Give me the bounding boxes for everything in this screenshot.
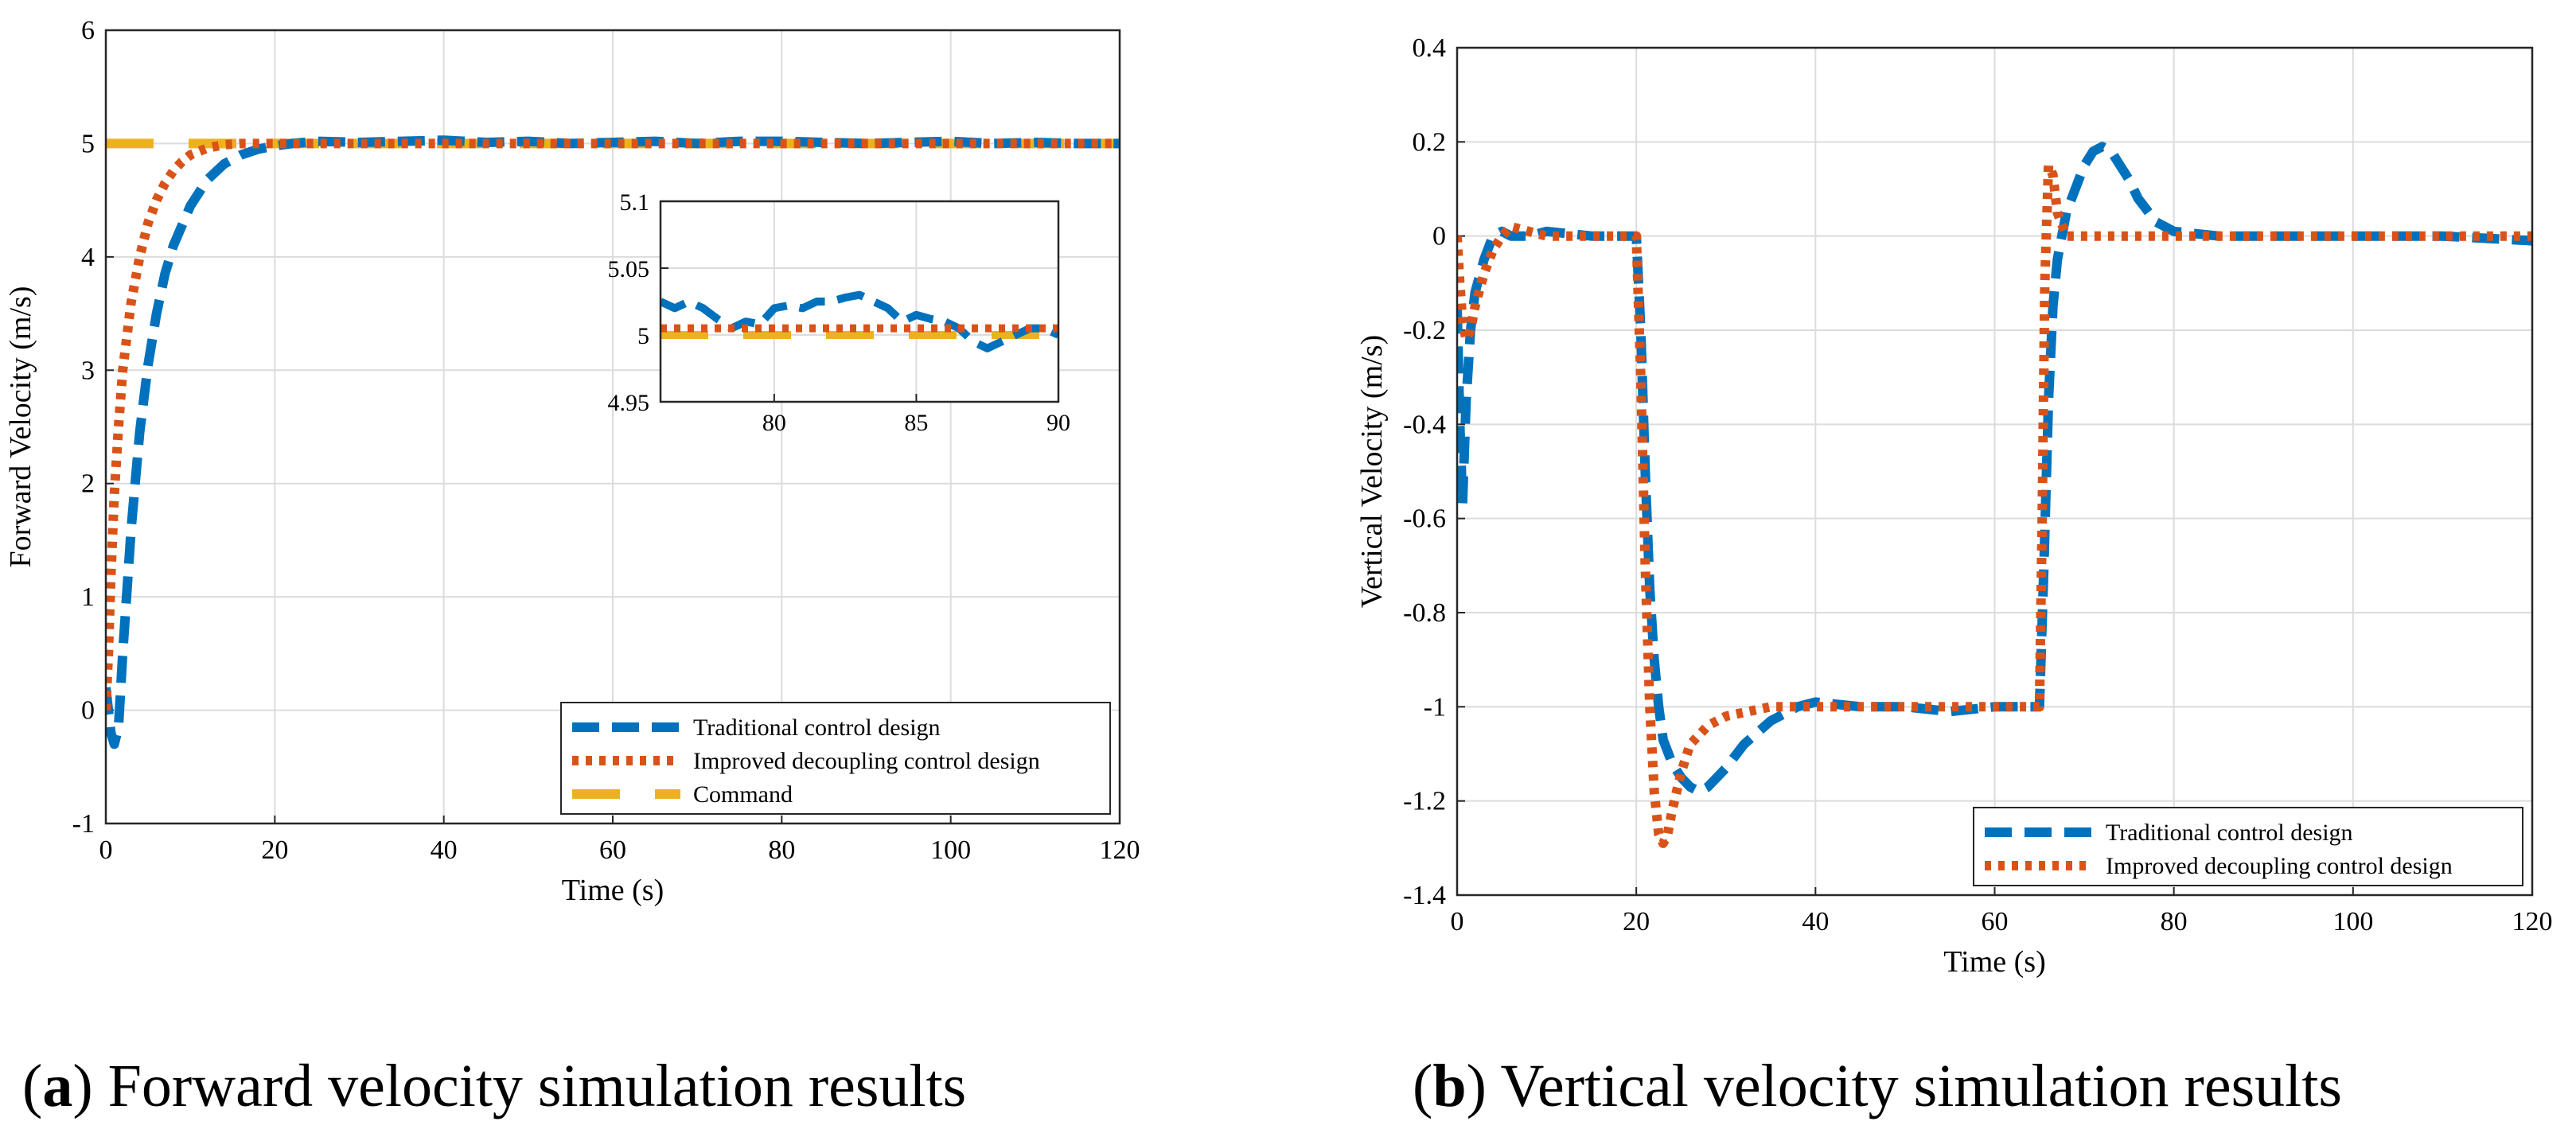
chart-b-xtick-label: 20	[1623, 907, 1650, 936]
chart-a-series-improved-line	[106, 138, 1120, 711]
chart-b-xtick-label: 120	[2512, 907, 2553, 936]
chart-b-ytick-label: -0.4	[1403, 410, 1446, 439]
chart-a-legend-label-command: Command	[693, 781, 793, 808]
chart-a-xtick-label: 0	[99, 835, 113, 865]
chart-a-inset-xtick-label: 80	[762, 410, 786, 436]
chart-a-ytick-label: 2	[81, 469, 95, 499]
chart-a-inset-xtick-label: 85	[904, 410, 928, 436]
chart-a-inset-plot-area	[661, 201, 1058, 402]
chart-a-caption: (a) Forward velocity simulation results	[22, 1053, 966, 1119]
chart-b-axes-frame	[1456, 46, 2534, 897]
chart-a-inset-ytick-label: 5	[637, 323, 649, 349]
chart-b-xtick-label: 40	[1802, 907, 1829, 936]
chart-a-inset-plot: 80 85 90 4.95 5 5.05 5.1	[608, 189, 1071, 436]
chart-b-xtick-label: 100	[2332, 907, 2373, 936]
chart-b-legend-label-traditional: Traditional control design	[2106, 820, 2353, 846]
chart-a-ytick-label: 1	[81, 582, 95, 612]
chart-a-axes-frame	[104, 29, 1121, 825]
chart-a-ytick-label: 6	[81, 16, 95, 45]
chart-a-xtick-label: 80	[768, 835, 795, 865]
chart-b-ytick-label: 0	[1432, 222, 1446, 251]
chart-b-ytick-label: -1	[1424, 692, 1446, 722]
chart-b-plot: 0 20 40 60 80 100 120 -1.4 -1.2 -1 -0.8 -0.6 -0.4 -0.…	[1355, 33, 2553, 979]
chart-a-ytick-label: 4	[81, 243, 95, 272]
chart-a-legend: Traditional control design Improved decou…	[560, 702, 1111, 815]
chart-b-ytick-label: -0.8	[1403, 598, 1446, 628]
chart-b-xtick-label: 60	[1982, 907, 2009, 936]
chart-a-caption-text: ) Forward velocity simulation results	[72, 1053, 966, 1119]
chart-b-xlabel: Time (s)	[1943, 945, 2045, 979]
chart-a-xtick-label: 20	[261, 835, 288, 865]
chart-b-caption-text: ) Vertical velocity simulation results	[1467, 1053, 2342, 1119]
chart-a-legend-label-improved: Improved decoupling control design	[693, 748, 1040, 774]
chart-a-caption-letter: a	[42, 1053, 72, 1119]
chart-a-ytick-label: -1	[72, 809, 95, 839]
chart-b-xtick-label: 80	[2161, 907, 2188, 936]
chart-a-inset-axes-frame	[659, 200, 1060, 403]
chart-b-caption: (b) Vertical velocity simulation results	[1413, 1053, 2342, 1119]
chart-a-inset-xtick-label: 90	[1046, 410, 1070, 436]
chart-a-xtick-label: 100	[930, 835, 971, 865]
chart-a-xtick-label: 40	[431, 835, 458, 865]
chart-a-xtick-label: 120	[1100, 835, 1140, 865]
chart-a-inset-ytick-label: 4.95	[608, 390, 650, 416]
chart-b-caption-letter: b	[1432, 1053, 1466, 1119]
chart-a-caption-paren: (	[22, 1053, 42, 1119]
chart-a-ytick-label: 3	[81, 356, 95, 385]
chart-a-inset-ytick-label: 5.1	[620, 189, 650, 216]
chart-b-ytick-label: 0.2	[1413, 127, 1447, 157]
chart-a-legend-label-traditional: Traditional control design	[693, 714, 941, 741]
chart-a-xlabel: Time (s)	[562, 874, 664, 907]
chart-b-legend-label-improved: Improved decoupling control design	[2106, 853, 2453, 879]
chart-b-series-traditional-line	[1457, 142, 2532, 796]
chart-b-xtick-label: 0	[1451, 907, 1464, 936]
chart-b-ytick-label: 0.4	[1413, 33, 1447, 63]
chart-b-ytick-label: -0.2	[1403, 316, 1446, 345]
chart-b-ylabel: Vertical Velocity (m/s)	[1355, 335, 1389, 608]
chart-a-inset-ytick-label: 5.05	[608, 256, 650, 282]
chart-b-ytick-label: -0.6	[1403, 504, 1446, 534]
chart-a-xtick-label: 60	[599, 835, 626, 865]
chart-a-ytick-label: 5	[81, 129, 95, 158]
chart-b-ytick-label: -1.4	[1403, 881, 1446, 910]
chart-a-inset-series-traditional-line	[661, 290, 1058, 352]
chart-a-legend-box	[560, 702, 1111, 815]
chart-a-ylabel: Forward Velocity (m/s)	[4, 286, 37, 568]
chart-b-legend: Traditional control design Improved decou…	[1973, 807, 2523, 886]
chart-b-legend-box	[1973, 807, 2523, 886]
chart-b-caption-paren: (	[1413, 1053, 1432, 1119]
chart-b-ytick-label: -1.2	[1403, 787, 1446, 816]
chart-a-ytick-label: 0	[81, 696, 95, 726]
